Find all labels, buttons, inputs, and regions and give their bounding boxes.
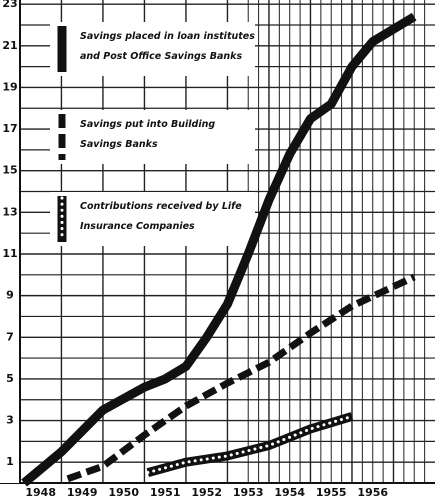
- x-tick-label: 1949: [67, 486, 98, 499]
- y-tick-label: 15: [2, 164, 17, 177]
- legend-box: [50, 110, 255, 164]
- series-line: [21, 12, 417, 487]
- y-tick-label: 5: [6, 372, 14, 385]
- x-tick-label: 1948: [25, 486, 56, 499]
- y-tick-label: 21: [2, 39, 17, 52]
- x-tick-label: 1953: [233, 486, 264, 499]
- legend-box: [50, 192, 255, 246]
- x-tick-label: 1956: [357, 486, 388, 499]
- x-tick-label: 1954: [274, 486, 305, 499]
- x-tick-label: 1951: [150, 486, 181, 499]
- y-tick-label: 3: [6, 414, 14, 427]
- axis-label-strip: [0, 0, 20, 483]
- y-tick-label: 23: [2, 0, 17, 10]
- x-tick-label: 1952: [191, 486, 222, 499]
- series-line: [66, 273, 416, 483]
- legend-box: [50, 22, 255, 76]
- y-tick-label: 1: [6, 455, 14, 468]
- series-line-dots: [146, 414, 354, 475]
- y-tick-label: 11: [2, 247, 17, 260]
- y-tick-label: 7: [6, 330, 14, 343]
- y-tick-label: 17: [2, 122, 17, 135]
- x-tick-label: 1955: [316, 486, 347, 499]
- legend-label: Savings placed in loan institutes and Po…: [80, 31, 255, 62]
- y-tick-label: 19: [2, 80, 17, 93]
- y-tick-label: 13: [2, 205, 17, 218]
- x-label-strip: [0, 484, 435, 500]
- legend-label: Contributions received by Life Insurance…: [80, 201, 242, 232]
- legend-label: Savings put into Building Savings Banks: [80, 119, 216, 150]
- y-tick-label: 9: [6, 289, 14, 302]
- x-tick-label: 1950: [108, 486, 139, 499]
